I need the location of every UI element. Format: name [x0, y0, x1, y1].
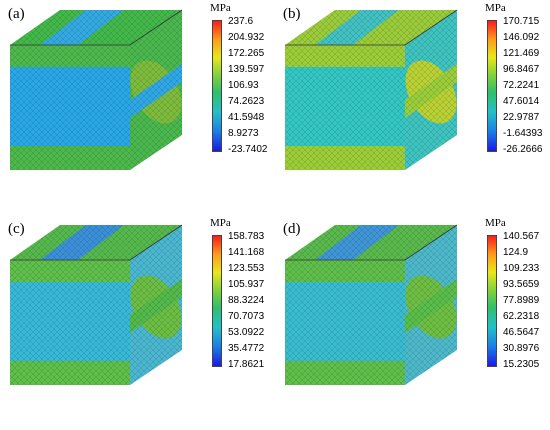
colorbar-tick: 93.5659	[503, 279, 540, 290]
colorbar-tick: 74.2623	[228, 96, 265, 107]
colorbar-tick: 146.092	[503, 32, 540, 43]
colorbar-tick: 77.8989	[503, 295, 540, 306]
colorbar-unit: MPa	[210, 2, 231, 14]
panel-label: (c)	[8, 221, 25, 237]
colorbar	[487, 20, 497, 152]
panel-label: (a)	[8, 6, 25, 22]
cube-model-a	[10, 9, 183, 170]
colorbar-tick: 30.8976	[503, 343, 540, 354]
colorbar-tick: 41.5948	[228, 112, 265, 123]
colorbar-tick: 109.233	[503, 263, 540, 274]
colorbar-tick: 121.469	[503, 48, 540, 59]
colorbar-tick: 141.168	[228, 247, 265, 258]
colorbar-unit: MPa	[485, 217, 506, 229]
colorbar-tick: 47.6014	[503, 96, 540, 107]
colorbar-tick: 124.9	[503, 247, 529, 258]
colorbar-tick: 172.265	[228, 48, 265, 59]
colorbar-tick: 237.6	[228, 16, 254, 27]
colorbar-tick: 139.597	[228, 64, 265, 75]
cube-model-b	[285, 9, 458, 170]
colorbar-tick: -1.64393	[503, 128, 543, 139]
colorbar-unit: MPa	[485, 2, 506, 14]
panel-a: (a) MPa 237.6 204.932 172.265 139.597 10…	[0, 0, 275, 215]
colorbar-unit: MPa	[210, 217, 231, 229]
colorbar-tick: 17.8621	[228, 359, 265, 370]
colorbar	[212, 20, 222, 152]
panel-b: (b) MPa 170.715 146.092 121.469 96.8467 …	[275, 0, 550, 215]
colorbar-tick: 22.9787	[503, 112, 540, 123]
colorbar-tick: 204.932	[228, 32, 265, 43]
panel-label: (b)	[283, 6, 301, 22]
colorbar-tick: 158.783	[228, 231, 265, 242]
colorbar-tick: 105.937	[228, 279, 265, 290]
colorbar-tick: 53.0922	[228, 327, 265, 338]
colorbar-tick: 8.9273	[228, 128, 259, 139]
colorbar	[212, 235, 222, 367]
colorbar-tick: 72.2241	[503, 80, 540, 91]
cube-model-d	[285, 224, 458, 385]
colorbar-tick: 170.715	[503, 16, 540, 27]
colorbar-tick: 140.567	[503, 231, 540, 242]
colorbar	[487, 235, 497, 367]
cube-model-c	[10, 224, 183, 385]
colorbar-tick: 62.2318	[503, 311, 540, 322]
colorbar-tick: 70.7073	[228, 311, 265, 322]
colorbar-tick: 35.4772	[228, 343, 265, 354]
colorbar-tick: 123.553	[228, 263, 265, 274]
colorbar-tick: 96.8467	[503, 64, 540, 75]
colorbar-tick: -23.7402	[228, 144, 268, 155]
colorbar-tick: 46.5647	[503, 327, 540, 338]
colorbar-tick: 15.2305	[503, 359, 540, 370]
panel-d: (d) MPa 140.567 124.9 109.233 93.5659 77…	[275, 215, 550, 430]
colorbar-tick: -26.2666	[503, 144, 543, 155]
colorbar-tick: 88.3224	[228, 295, 265, 306]
panel-label: (d)	[283, 221, 301, 237]
panel-c: (c) MPa 158.783 141.168 123.553 105.937 …	[0, 215, 275, 430]
colorbar-tick: 106.93	[228, 80, 259, 91]
